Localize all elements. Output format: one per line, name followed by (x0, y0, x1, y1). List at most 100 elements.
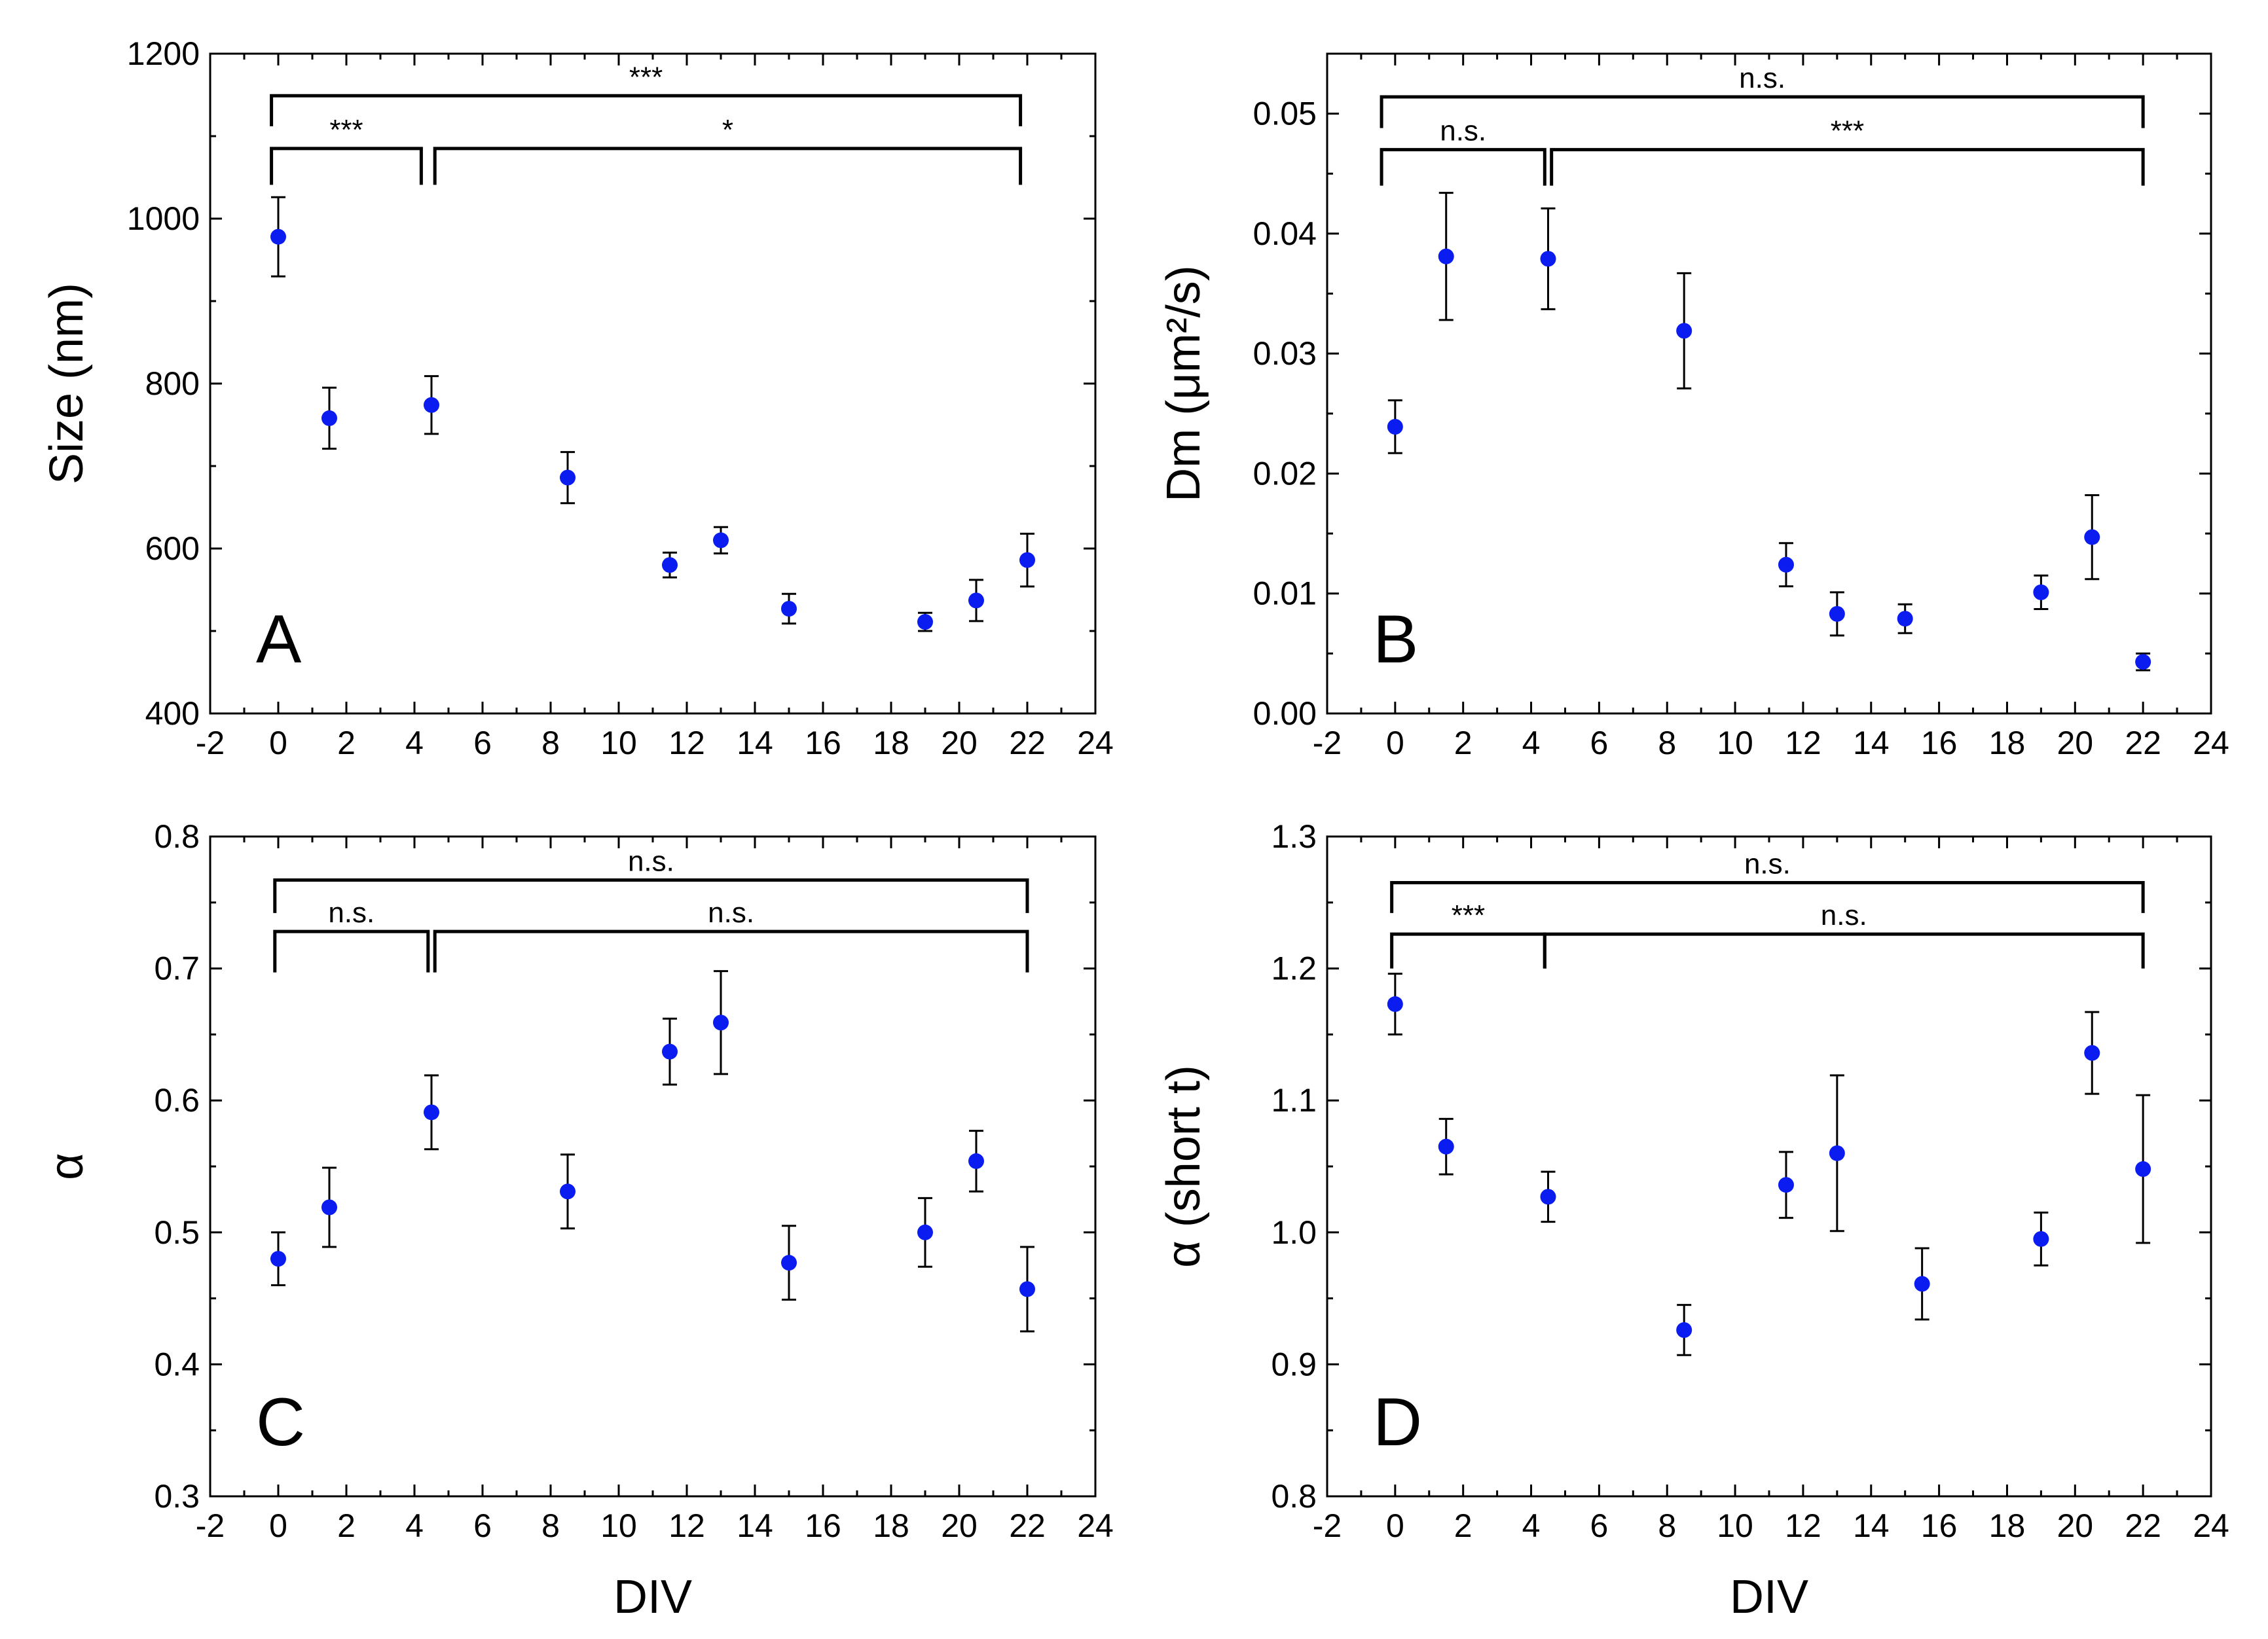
y-axis-title: Dm (μm²/s) (1158, 265, 1210, 501)
x-tick-label: 20 (941, 725, 978, 761)
data-point (1778, 556, 1794, 573)
significance-bracket (270, 147, 423, 185)
plot-frame (1326, 52, 2212, 715)
data-point (1829, 1145, 1845, 1161)
x-tick-label: 12 (1785, 725, 1821, 761)
x-tick-label: 0 (1386, 725, 1404, 761)
x-tick-label: 24 (2193, 1507, 2229, 1544)
data-point (1438, 248, 1454, 264)
significance-label: n.s. (1744, 848, 1791, 880)
y-tick-label: 0.04 (1253, 215, 1317, 252)
x-axis-title: DIV (1730, 1571, 1808, 1623)
x-tick-label: 2 (337, 1507, 356, 1544)
y-tick-label: 0.4 (154, 1346, 200, 1382)
x-tick-label: 6 (1590, 1507, 1608, 1544)
x-tick-label: 16 (805, 1507, 841, 1544)
x-tick-label: 12 (1785, 1507, 1821, 1544)
data-point (1019, 552, 1035, 568)
y-tick-label: 0.05 (1253, 96, 1317, 132)
significance-bracket (270, 94, 1023, 126)
x-tick-label: 18 (873, 1507, 909, 1544)
x-tick-label: 18 (1989, 725, 2026, 761)
data-point (1019, 1281, 1035, 1297)
y-tick-label: 1.3 (1271, 818, 1317, 855)
x-tick-label: 22 (1009, 725, 1046, 761)
x-tick-label: 20 (2057, 725, 2093, 761)
x-tick-label: 14 (1853, 725, 1890, 761)
panel-letter: D (1373, 1384, 1422, 1460)
x-tick-label: 16 (1921, 1507, 1958, 1544)
significance-bracket (1543, 932, 2145, 969)
data-point (713, 1015, 729, 1031)
data-point (321, 1199, 337, 1216)
x-tick-label: 6 (473, 1507, 492, 1544)
significance-label: n.s. (328, 897, 375, 929)
data-point (2033, 1231, 2049, 1247)
y-tick-label: 0.8 (154, 818, 200, 855)
y-tick-label: 1.1 (1271, 1082, 1317, 1119)
significance-label: * (722, 114, 733, 146)
significance-bracket (1550, 148, 2145, 186)
x-tick-label: 4 (405, 1507, 424, 1544)
x-tick-label: 14 (737, 1507, 773, 1544)
data-point (2135, 1161, 2151, 1178)
x-tick-label: 8 (541, 1507, 560, 1544)
y-tick-label: 0.02 (1253, 455, 1317, 492)
data-point (1540, 251, 1556, 267)
data-point (781, 600, 797, 617)
data-point (662, 557, 678, 573)
significance-bracket (433, 147, 1023, 185)
x-tick-label: 22 (1009, 1507, 1046, 1544)
significance-label: n.s. (1739, 62, 1785, 94)
data-point (662, 1043, 678, 1060)
x-tick-label: 24 (1077, 725, 1114, 761)
x-tick-label: 8 (1658, 1507, 1676, 1544)
x-tick-label: 18 (873, 725, 909, 761)
panel-letter: C (256, 1384, 305, 1460)
significance-bracket (433, 929, 1029, 973)
chart-panel-b: -2 0 2 4 6 8 10 12 14 16 18 20 22 240.000.010.020.030… (1158, 52, 2229, 761)
x-tick-label: 0 (269, 1507, 287, 1544)
x-tick-label: 2 (1454, 725, 1472, 761)
x-tick-label: 18 (1989, 1507, 2026, 1544)
chart-panel-c: -2 0 2 4 6 8 10 12 14 16 18 20 22 240.30.40.50.60.70.… (41, 818, 1114, 1623)
x-tick-label: 4 (1522, 1507, 1541, 1544)
significance-label: n.s. (1821, 899, 1867, 931)
x-tick-label: 24 (1077, 1507, 1114, 1544)
x-tick-label: 2 (1454, 1507, 1472, 1544)
x-axis-title: DIV (613, 1571, 692, 1623)
data-point (781, 1255, 797, 1271)
data-point (917, 614, 933, 630)
x-tick-label: 8 (541, 725, 560, 761)
data-point (1387, 996, 1403, 1013)
data-point (2084, 1045, 2100, 1061)
y-tick-label: 0.00 (1253, 695, 1317, 732)
data-point (1829, 605, 1845, 622)
data-point (424, 1104, 439, 1121)
y-tick-label: 400 (145, 695, 200, 732)
significance-bracket (1390, 881, 2145, 913)
data-point (968, 592, 984, 609)
x-tick-label: 12 (668, 1507, 705, 1544)
y-tick-label: 0.3 (154, 1478, 200, 1515)
x-tick-label: 16 (1921, 725, 1958, 761)
x-tick-label: 14 (1853, 1507, 1890, 1544)
x-tick-label: 10 (1717, 725, 1753, 761)
x-tick-label: -2 (1313, 725, 1342, 761)
x-tick-label: 22 (2125, 1507, 2161, 1544)
data-point (713, 532, 729, 549)
significance-label: *** (1831, 115, 1864, 147)
x-tick-label: 24 (2193, 725, 2229, 761)
data-point (2033, 584, 2049, 600)
data-point (1914, 1276, 1930, 1292)
data-point (2084, 529, 2100, 545)
x-tick-label: 0 (269, 725, 287, 761)
significance-label: *** (1452, 899, 1485, 931)
x-tick-label: 10 (1717, 1507, 1753, 1544)
x-tick-label: 6 (1590, 725, 1608, 761)
x-tick-label: 10 (600, 725, 637, 761)
plot-frame (209, 52, 1097, 715)
data-point (270, 1251, 286, 1267)
y-tick-label: 0.5 (154, 1214, 200, 1251)
